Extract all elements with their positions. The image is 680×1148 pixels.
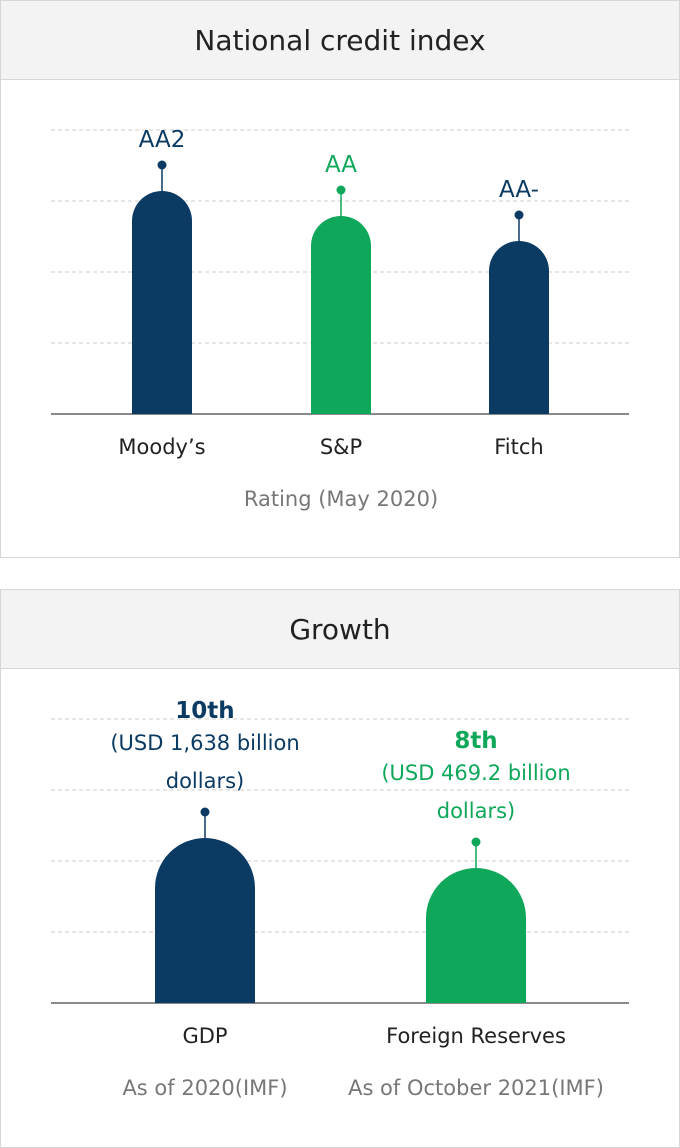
data-label-1: 8th <box>454 728 497 754</box>
data-label-0: AA2 <box>139 127 186 153</box>
data-label-0: 10th <box>175 698 234 724</box>
credit-index-chart: AA2 Moody’s AA S&P AA- Fitch Rating (May 2020) <box>51 127 629 511</box>
category-note-0: As of 2020(IMF) <box>122 1076 287 1100</box>
bar-1 <box>426 868 526 1003</box>
tick-label-1: Foreign Reserves <box>386 1024 566 1048</box>
leader-dot-1 <box>471 837 481 847</box>
bar-0 <box>155 838 255 1003</box>
data-detail-0-0: (USD 1,638 billion <box>110 731 299 755</box>
leader-dot-0 <box>200 807 210 817</box>
leader-dot-0 <box>157 160 167 170</box>
data-label-1: AA <box>325 152 357 178</box>
category-note-1: As of October 2021(IMF) <box>348 1076 604 1100</box>
bar-0 <box>132 191 192 414</box>
growth-title: Growth <box>1 590 679 669</box>
data-detail-0-1: dollars) <box>166 769 244 793</box>
bar-1 <box>311 216 371 414</box>
growth-panel: Growth (USD 1,638 billion dollars) 10th GDP… <box>0 589 680 1148</box>
tick-label-0: Moody’s <box>118 435 205 459</box>
data-detail-1-1: dollars) <box>437 799 515 823</box>
leader-dot-1 <box>336 185 346 195</box>
x-axis-label: Rating (May 2020) <box>244 487 438 511</box>
leader-dot-2 <box>514 210 524 220</box>
tick-label-1: S&P <box>320 435 362 459</box>
growth-chart: (USD 1,638 billion dollars) 10th GDP As of 2… <box>51 698 629 1100</box>
data-detail-1-0: (USD 469.2 billion <box>381 761 570 785</box>
credit-index-panel: National credit index AA2 Moody’s AA S&P AA-… <box>0 0 680 558</box>
tick-label-2: Fitch <box>494 435 543 459</box>
credit-index-title: National credit index <box>1 1 679 80</box>
data-label-2: AA- <box>499 177 539 203</box>
bar-2 <box>489 241 549 414</box>
tick-label-0: GDP <box>182 1024 227 1048</box>
